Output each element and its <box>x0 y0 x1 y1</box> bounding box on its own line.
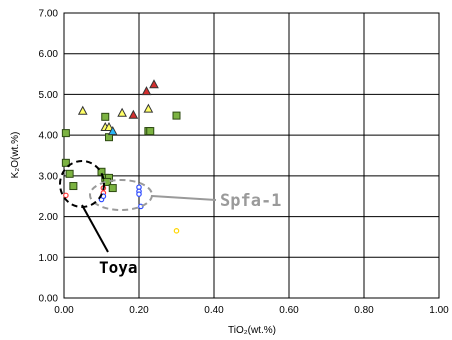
data-point-triangle <box>143 103 154 113</box>
data-point-triangle <box>117 107 127 117</box>
x-tick-label: 1.00 <box>429 305 449 316</box>
data-point-triangle <box>149 79 159 89</box>
data-point-square <box>65 169 74 178</box>
data-point-triangle <box>141 86 152 96</box>
spfa1-ellipse <box>89 179 153 211</box>
y-tick-label: 7.00 <box>39 9 59 20</box>
data-point-square <box>146 127 155 136</box>
annotation-toya: Toya <box>99 258 138 277</box>
x-axis-title: TiO₂(wt.%) <box>228 325 276 336</box>
x-tick-labels: 0.00 0.20 0.40 0.60 0.80 1.00 <box>54 305 449 316</box>
toya-ellipse <box>59 160 105 208</box>
gridlines <box>63 12 440 299</box>
data-points <box>61 79 181 234</box>
x-tick-label: 0.20 <box>129 305 149 316</box>
x-tick-label: 0.80 <box>354 305 374 316</box>
plot-area <box>63 12 440 299</box>
toya-leader <box>81 204 109 253</box>
data-point-square <box>101 112 110 121</box>
annotation-spfa1: Spfa-1 <box>220 191 281 211</box>
x-tick-label: 0.00 <box>54 305 74 316</box>
data-point-square <box>108 184 117 193</box>
y-tick-label: 4.00 <box>39 131 59 142</box>
y-tick-label: 3.00 <box>39 171 59 182</box>
data-point-circle <box>63 192 69 199</box>
x-tick-label: 0.40 <box>204 305 224 316</box>
data-point-circle <box>136 191 142 197</box>
y-tick-label: 2.00 <box>39 212 59 223</box>
data-point-square <box>61 158 70 167</box>
y-axis-title: K₂O(wt.%) <box>10 132 21 179</box>
data-point-square <box>69 182 78 191</box>
data-point-triangle <box>104 121 114 131</box>
data-point-square <box>61 129 70 138</box>
y-tick-label: 6.00 <box>39 49 59 60</box>
data-point-triangle <box>77 105 88 115</box>
x-tick-label: 0.60 <box>279 305 299 316</box>
spfa1-leader <box>151 195 217 201</box>
y-tick-labels: 0.00 1.00 2.00 3.00 4.00 5.00 6.00 7.00 <box>39 9 59 305</box>
data-point-circle <box>173 228 180 234</box>
data-point-triangle <box>128 109 139 119</box>
y-tick-label: 1.00 <box>39 253 59 264</box>
data-point-square <box>172 111 181 120</box>
y-tick-label: 0.00 <box>39 294 59 305</box>
y-tick-label: 5.00 <box>39 90 59 101</box>
data-point-triangle <box>107 126 118 136</box>
